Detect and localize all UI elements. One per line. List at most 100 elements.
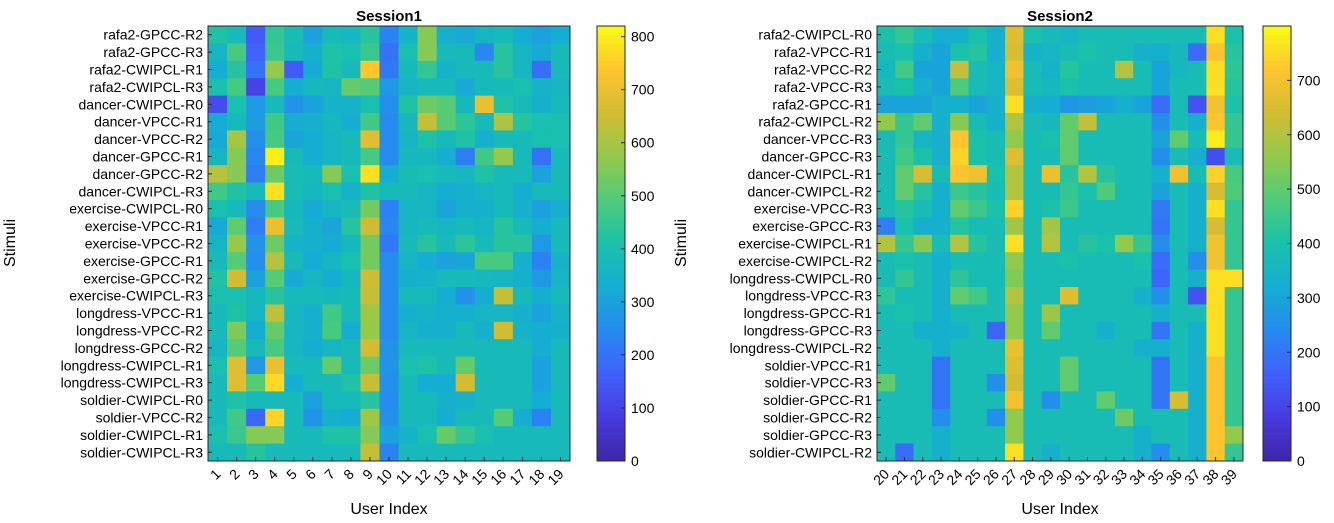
heatmap-cell <box>227 182 247 201</box>
heatmap-cell <box>950 43 969 62</box>
heatmap-cell <box>968 391 988 410</box>
colorbar-segment <box>1263 387 1291 392</box>
y-tick-label: soldier-VPCC-R2 <box>96 410 204 426</box>
colorbar-segment <box>597 417 625 423</box>
heatmap-cell <box>1041 304 1061 323</box>
y-tick-label: exercise-VPCC-R2 <box>85 236 203 252</box>
heatmap-cell <box>227 147 247 166</box>
heatmap-cell <box>1206 78 1226 96</box>
heatmap-cell <box>398 252 418 270</box>
heatmap-cell <box>246 26 266 44</box>
heatmap-cell <box>531 234 552 253</box>
heatmap-cell <box>303 287 323 305</box>
heatmap-cell <box>474 408 495 427</box>
heatmap-cell <box>322 165 342 183</box>
heatmap-cell <box>322 304 342 323</box>
colorbar-segment <box>597 239 625 244</box>
y-tick-label: longdress-GPCC-R1 <box>744 305 873 321</box>
heatmap-cell <box>931 304 951 323</box>
heatmap-cell <box>1133 43 1152 62</box>
heatmap-cell <box>246 374 266 392</box>
colorbar-segment <box>1263 391 1291 397</box>
heatmap-cell <box>208 147 228 166</box>
colorbar-segment <box>1263 426 1291 431</box>
heatmap-cell <box>1188 391 1207 410</box>
colorbar-segment <box>597 60 625 66</box>
heatmap-cell <box>1169 304 1189 323</box>
heatmap-cell <box>303 356 323 375</box>
y-tick-label: exercise-VPCC-R1 <box>85 218 203 234</box>
heatmap-cell <box>895 426 914 444</box>
heatmap-cell <box>1224 269 1244 288</box>
heatmap-cell <box>1005 113 1024 131</box>
heatmap-cell <box>950 200 969 218</box>
heatmap-cell <box>1005 147 1024 166</box>
heatmap-cell <box>284 443 304 462</box>
heatmap-cell <box>512 356 533 375</box>
heatmap-cell <box>322 356 342 375</box>
heatmap-cell <box>227 426 247 444</box>
y-tick-label: dancer-CWIPCL-R1 <box>748 166 873 182</box>
heatmap-cell <box>436 217 457 236</box>
y-tick-label: exercise-VPCC-R3 <box>754 201 872 217</box>
heatmap-cell <box>265 217 285 236</box>
heatmap-cell <box>1114 43 1134 62</box>
colorbar-segment <box>597 256 625 262</box>
colorbar-tick-label: 600 <box>631 135 655 151</box>
heatmap-cell <box>284 321 304 340</box>
heatmap-cell <box>284 26 304 44</box>
heatmap-cell <box>1224 321 1244 340</box>
heatmap-cell <box>1188 182 1207 201</box>
heatmap-cell <box>1151 339 1171 357</box>
heatmap-cell <box>493 43 514 62</box>
heatmap-cell <box>1078 200 1097 218</box>
heatmap-cell <box>512 408 533 427</box>
heatmap-cell <box>455 356 476 375</box>
heatmap-cell <box>208 165 228 183</box>
session2-heatmap-cells <box>877 26 1244 462</box>
heatmap-cell <box>1005 78 1024 96</box>
colorbar-segment <box>1263 139 1291 144</box>
heatmap-cell <box>227 78 247 96</box>
heatmap-cell <box>550 356 571 375</box>
heatmap-cell <box>1151 200 1171 218</box>
heatmap-cell <box>968 374 988 392</box>
x-tick-label: 7 <box>321 466 338 483</box>
heatmap-cell <box>436 60 457 79</box>
heatmap-cell <box>436 147 457 166</box>
heatmap-cell <box>1224 130 1244 149</box>
heatmap-cell <box>512 321 533 340</box>
colorbar-segment <box>1263 295 1291 301</box>
heatmap-cell <box>1096 356 1116 375</box>
colorbar-segment <box>597 113 625 118</box>
colorbar-segment <box>597 182 625 188</box>
heatmap-cell <box>1206 182 1226 201</box>
colorbar-segment <box>1263 447 1291 453</box>
colorbar-segment <box>597 195 625 201</box>
heatmap-cell <box>1169 252 1189 270</box>
heatmap-cell <box>531 165 552 183</box>
y-tick-label: rafa2-GPCC-R2 <box>103 27 203 43</box>
colorbar-segment <box>1263 130 1291 136</box>
colorbar-segment <box>597 421 625 427</box>
heatmap-cell <box>379 43 399 62</box>
heatmap-cell <box>1041 113 1061 131</box>
colorbar-segment <box>1263 360 1291 366</box>
colorbar-segment <box>1263 278 1291 284</box>
heatmap-cell <box>360 165 380 183</box>
colorbar-segment <box>1263 443 1291 449</box>
heatmap-cell <box>913 252 933 270</box>
heatmap-cell <box>265 356 285 375</box>
heatmap-cell <box>1114 304 1134 323</box>
heatmap-cell <box>303 234 323 253</box>
heatmap-cell <box>208 252 228 270</box>
heatmap-cell <box>968 408 988 427</box>
colorbar-segment <box>597 234 625 240</box>
heatmap-cell <box>1005 200 1024 218</box>
heatmap-cell <box>986 130 1006 149</box>
heatmap-cell <box>379 217 399 236</box>
heatmap-cell <box>246 78 266 96</box>
heatmap-cell <box>246 269 266 288</box>
heatmap-cell <box>1023 252 1043 270</box>
heatmap-cell <box>986 165 1006 183</box>
